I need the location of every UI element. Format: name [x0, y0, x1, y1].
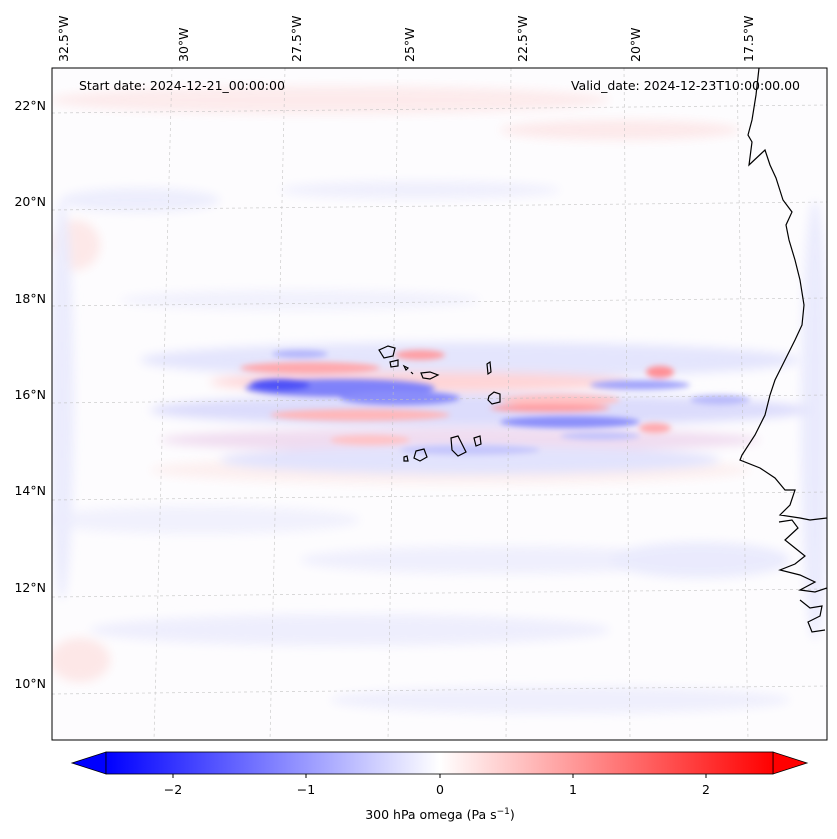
colorbar-gradient: [105, 751, 774, 775]
lat-label: 14°N: [14, 483, 46, 498]
cabo-verde-islands: [378, 345, 501, 462]
colorbar: [70, 751, 809, 778]
lat-label: 18°N: [14, 291, 46, 306]
lon-label: 17.5°W: [741, 15, 756, 62]
coastline-africa: [739, 68, 827, 633]
lat-label: 10°N: [14, 676, 46, 691]
colorbar-low-extension: [70, 751, 107, 775]
omega-field: [52, 68, 827, 740]
graticule: [52, 68, 827, 740]
valid-date-label: Valid_date: 2024-12-23T10:00:00.00: [570, 78, 800, 93]
lat-label: 20°N: [14, 194, 46, 209]
colorbar-label-exponent: −1: [496, 807, 510, 817]
start-date-label: Start date: 2024-12-21_00:00:00: [79, 78, 285, 93]
lon-label: 20°W: [628, 27, 643, 62]
lon-label: 32.5°W: [56, 15, 71, 62]
lon-label: 30°W: [176, 27, 191, 62]
map-frame: [51, 67, 828, 741]
colorbar-high-extension: [772, 751, 809, 775]
colorbar-tick-label: 0: [436, 782, 444, 797]
colorbar-tick-label: −2: [163, 782, 183, 797]
colorbar-label-text: 300 hPa omega (Pa s: [365, 807, 497, 823]
lat-label: 12°N: [14, 580, 46, 595]
colorbar-tick-label: −1: [296, 782, 316, 797]
lat-label: 16°N: [14, 387, 46, 402]
colorbar-label: 300 hPa omega (Pa s−1): [365, 807, 515, 822]
lon-label: 22.5°W: [515, 15, 530, 62]
lat-label: 22°N: [14, 98, 46, 113]
colorbar-label-close: ): [509, 807, 515, 823]
colorbar-tick-label: 2: [702, 782, 710, 797]
lon-label: 27.5°W: [289, 15, 304, 62]
colorbar-tick-label: 1: [569, 782, 577, 797]
lon-label: 25°W: [402, 27, 417, 62]
